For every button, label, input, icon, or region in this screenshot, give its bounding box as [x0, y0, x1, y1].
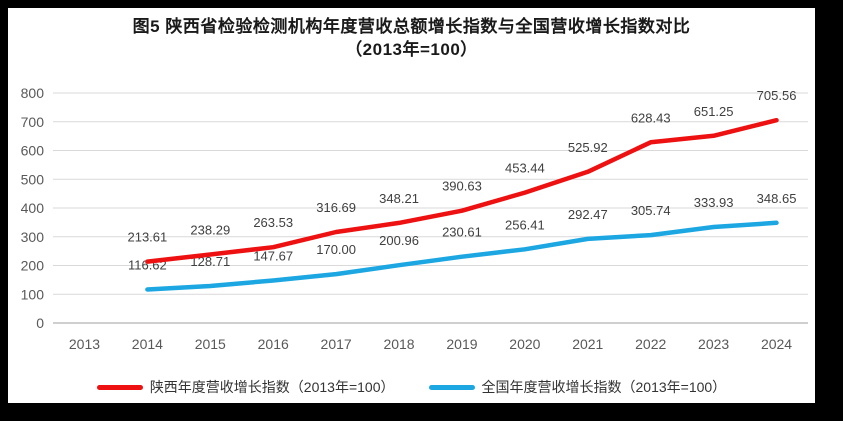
- legend: 陕西年度营收增长指数（2013年=100） 全国年度营收增长指数（2013年=1…: [8, 376, 815, 398]
- legend-label-shaanxi: 陕西年度营收增长指数（2013年=100）: [149, 379, 395, 395]
- data-label-series-0: 316.69: [316, 200, 356, 215]
- plot-area: 0 100 200 300 400 500 600 700 800 2013 2014 2015 201…: [21, 85, 808, 352]
- chart-canvas: 图5 陕西省检验检测机构年度营收总额增长指数与全国营收增长指数对比 （2013年…: [8, 8, 815, 403]
- x-tick-label: 2018: [383, 336, 414, 352]
- legend-swatch-national-icon: [428, 384, 475, 390]
- data-label-series-0: 213.61: [127, 230, 167, 245]
- y-tick-label: 100: [21, 286, 45, 302]
- data-label-series-1: 348.65: [757, 191, 797, 206]
- y-tick-label: 400: [21, 200, 45, 216]
- x-tick-label: 2024: [761, 336, 792, 352]
- data-label-series-1: 170.00: [316, 242, 356, 257]
- y-tick-label: 800: [21, 85, 45, 101]
- x-tick-label: 2020: [509, 336, 540, 352]
- legend-label-national: 全国年度营收增长指数（2013年=100）: [481, 379, 727, 395]
- chart-title: 图5 陕西省检验检测机构年度营收总额增长指数与全国营收增长指数对比 （2013年…: [8, 15, 815, 61]
- x-tick-label: 2023: [698, 336, 729, 352]
- y-tick-label: 500: [21, 171, 45, 187]
- y-tick-label: 300: [21, 229, 45, 245]
- y-tick-label: 0: [36, 315, 44, 331]
- series-line-0: [145, 117, 779, 264]
- data-label-series-1: 200.96: [379, 233, 419, 248]
- legend-swatch-shaanxi-icon: [96, 384, 143, 390]
- legend-item-national: 全国年度营收增长指数（2013年=100）: [428, 377, 727, 397]
- data-label-series-0: 628.43: [631, 110, 671, 125]
- data-label-series-0: 348.21: [379, 191, 419, 206]
- chart-title-line1: 图5 陕西省检验检测机构年度营收总额增长指数与全国营收增长指数对比: [132, 17, 691, 36]
- x-tick-label: 2021: [572, 336, 603, 352]
- y-tick-label: 200: [21, 258, 45, 274]
- data-label-series-0: 390.63: [442, 179, 482, 194]
- x-tick-label: 2013: [69, 336, 100, 352]
- data-label-series-1: 256.41: [505, 217, 545, 232]
- data-label-series-0: 705.56: [757, 88, 797, 103]
- x-tick-label: 2014: [132, 336, 163, 352]
- data-label-series-0: 238.29: [190, 222, 230, 237]
- chart-title-line2: （2013年=100）: [345, 40, 478, 59]
- series-line-1: [145, 220, 779, 292]
- data-label-series-1: 230.61: [442, 225, 482, 240]
- data-label-series-0: 453.44: [505, 161, 545, 176]
- data-label-series-0: 263.53: [253, 215, 293, 230]
- y-tick-label: 600: [21, 143, 45, 159]
- data-label-series-1: 292.47: [568, 207, 608, 222]
- y-tick-label: 700: [21, 114, 45, 130]
- data-label-series-1: 147.67: [253, 249, 293, 264]
- x-tick-label: 2017: [321, 336, 352, 352]
- x-tick-label: 2016: [258, 336, 289, 352]
- data-label-series-0: 651.25: [694, 104, 734, 119]
- data-label-series-0: 525.92: [568, 140, 608, 155]
- data-label-series-1: 333.93: [694, 195, 734, 210]
- x-tick-label: 2022: [635, 336, 666, 352]
- x-tick-label: 2015: [195, 336, 226, 352]
- x-tick-label: 2019: [446, 336, 477, 352]
- data-label-series-1: 305.74: [631, 203, 671, 218]
- legend-item-shaanxi: 陕西年度营收增长指数（2013年=100）: [96, 377, 395, 397]
